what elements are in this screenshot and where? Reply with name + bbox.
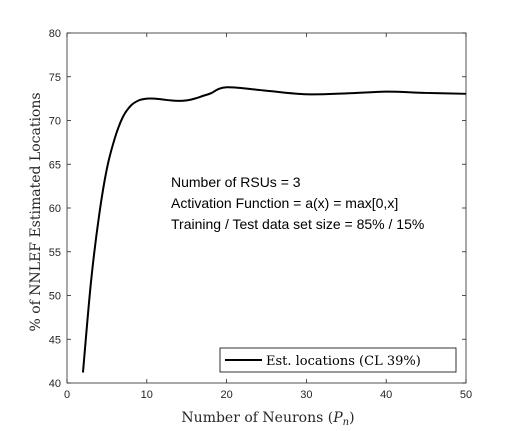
annotation-activation: Activation Function = a(x) = max[0,x] bbox=[171, 195, 398, 211]
legend-entry-est-locations: Est. locations (CL 39%) bbox=[266, 354, 421, 369]
y-tick-label: 40 bbox=[49, 378, 61, 390]
y-tick-label: 80 bbox=[49, 28, 61, 40]
x-axis-label: Number of Neurons (Pn) bbox=[181, 410, 354, 428]
x-axis-label-symbol: P bbox=[332, 410, 343, 426]
x-tick-label: 40 bbox=[380, 389, 392, 401]
series-line-est-locations bbox=[81, 86, 467, 373]
legend: Est. locations (CL 39%) bbox=[219, 347, 457, 373]
x-tick-label: 0 bbox=[64, 389, 70, 401]
ticks: 0 10 20 30 40 50 40 45 50 55 60 65 70 75 80 bbox=[49, 28, 472, 401]
annotation-rsus: Number of RSUs = 3 bbox=[171, 174, 301, 190]
annotation-block: Number of RSUs = 3 Activation Function =… bbox=[171, 174, 424, 232]
x-tick-label: 50 bbox=[460, 389, 472, 401]
y-tick-label: 75 bbox=[49, 72, 61, 84]
x-tick-label: 20 bbox=[220, 389, 232, 401]
y-axis-label: % of NNLEF Estimated Locations bbox=[28, 92, 44, 331]
x-tick-label: 30 bbox=[300, 389, 312, 401]
y-tick-label: 60 bbox=[49, 203, 61, 215]
x-axis-label-subscript: n bbox=[343, 417, 349, 428]
x-axis-label-text: Number of Neurons bbox=[181, 410, 323, 426]
y-tick-label: 55 bbox=[49, 247, 61, 259]
x-axis-label-open: ( bbox=[323, 410, 333, 426]
y-tick-label: 65 bbox=[49, 159, 61, 171]
y-tick-label: 45 bbox=[49, 334, 61, 346]
x-axis-label-close: ) bbox=[349, 410, 354, 426]
annotation-dataset-split: Training / Test data set size = 85% / 15… bbox=[171, 216, 424, 232]
y-tick-label: 50 bbox=[49, 291, 61, 303]
x-tick-label: 10 bbox=[141, 389, 153, 401]
series-layer bbox=[81, 86, 467, 373]
y-tick-label: 70 bbox=[49, 116, 61, 128]
